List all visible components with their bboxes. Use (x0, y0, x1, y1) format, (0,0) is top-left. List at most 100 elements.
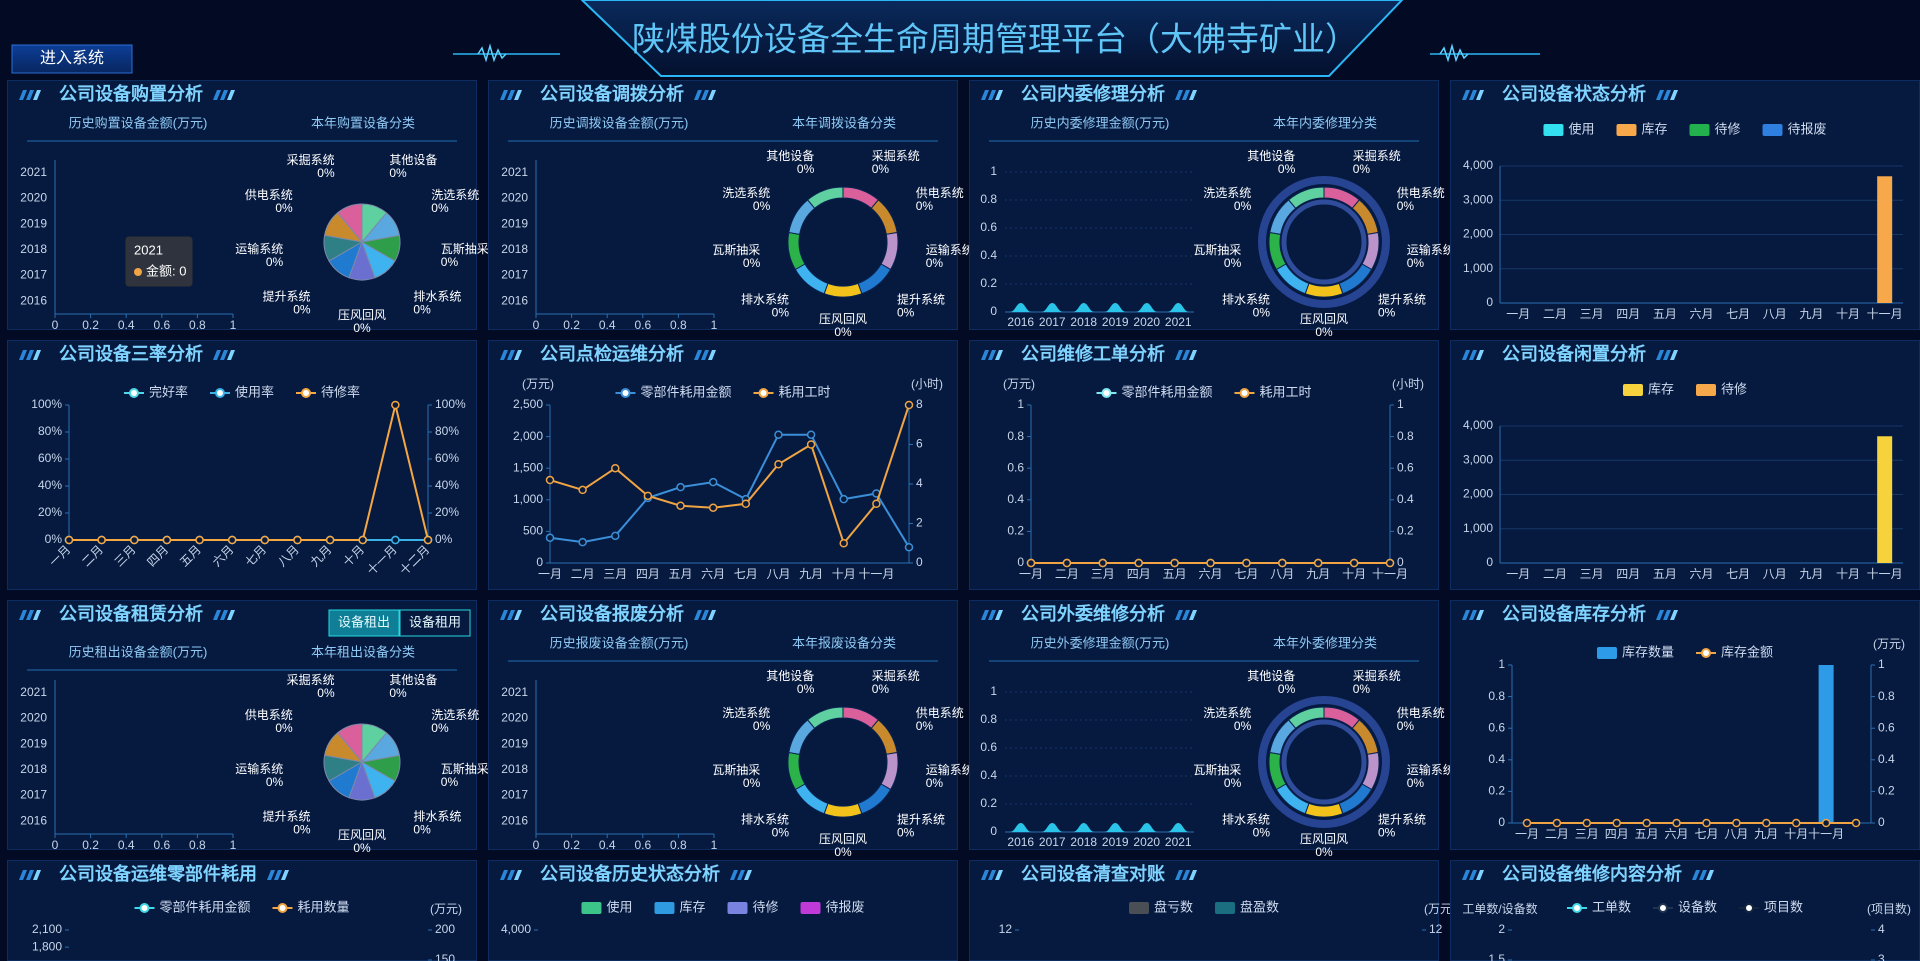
tab[interactable] (328, 609, 400, 637)
tab-label[interactable]: 设备租用 (409, 614, 461, 629)
point (1702, 818, 1711, 828)
y-tick-label: 2021 (20, 685, 47, 699)
y-tick-label: 1,500 (513, 460, 543, 474)
wave (1009, 823, 1032, 832)
page-title: 陕煤股份设备全生命周期管理平台（大佛寺矿业） (632, 21, 1358, 58)
x-tick-label: 十一月 (1372, 567, 1408, 581)
legend-label: 项目数 (1764, 899, 1803, 914)
x-tick-label: 2020 (1133, 315, 1160, 329)
title-deco (33, 610, 41, 620)
legend: 盘亏数 盘盈数 (1128, 899, 1279, 914)
slice-value: 0% (275, 201, 293, 215)
slice (806, 186, 844, 209)
x-tick-label: 四月 (1605, 827, 1629, 841)
slice-value: 0% (772, 306, 790, 320)
point (611, 463, 620, 473)
slice-label: 供电系统 (245, 708, 293, 722)
slice-label: 提升系统 (897, 812, 945, 827)
legend-label: 工单数 (1592, 899, 1631, 914)
title-deco (995, 350, 1003, 360)
slice-value: 0% (1378, 306, 1396, 320)
slice-label: 其他设备 (389, 153, 437, 167)
y2-tick-label: 4 (1878, 922, 1885, 936)
legend-label: 耗用工时 (1260, 384, 1312, 399)
title-deco (1469, 610, 1477, 620)
slice-label: 提升系统 (263, 288, 311, 303)
x-tick-label: 八月 (1763, 567, 1787, 581)
slice-value: 0% (389, 166, 407, 180)
slice-label: 供电系统 (1397, 706, 1445, 720)
tab-label[interactable]: 设备租出 (338, 614, 390, 629)
y-tick-label: 0.6 (1007, 460, 1024, 474)
legend-label: 使用 (1568, 121, 1594, 136)
y-tick-label: 1,000 (1463, 261, 1493, 275)
legend: 工单数 设备数 项目数 (1566, 899, 1803, 914)
x-tick-label: 四月 (1616, 567, 1640, 581)
title-deco (1469, 90, 1477, 100)
y-unit: (万元) (522, 377, 554, 391)
panel-title: 公司设备租赁分析 (59, 603, 203, 624)
point (1098, 558, 1108, 568)
panel-title: 公司设备状态分析 (1502, 83, 1646, 104)
y-tick-label: 0.8 (980, 712, 997, 726)
legend-label: 库存 (679, 899, 705, 914)
panel-bg (488, 860, 958, 961)
title-deco (1706, 870, 1714, 880)
slice-value: 0% (797, 682, 815, 696)
tab[interactable] (399, 609, 471, 637)
title-deco (213, 610, 221, 620)
slice-value: 0% (293, 822, 311, 836)
enter-button-label[interactable]: 进入系统 (40, 49, 104, 67)
x-tick-label: 2019 (1102, 315, 1129, 329)
title-deco (220, 350, 228, 360)
y2-tick-label: 0.4 (1397, 492, 1414, 506)
point (130, 535, 139, 545)
x-tick-label: 0.2 (563, 318, 580, 332)
legend-label: 零部件耗用金额 (1121, 384, 1212, 399)
point (162, 535, 172, 545)
title-deco (507, 90, 515, 100)
x-tick-label: 一月 (1019, 567, 1043, 581)
x-tick-label: 一月 (1506, 307, 1530, 321)
slice-value: 0% (834, 325, 852, 339)
x-tick-label: 2021 (1165, 315, 1192, 329)
slice-value: 0% (743, 256, 761, 270)
legend-icon (277, 903, 288, 913)
point (1522, 818, 1532, 828)
slice-label: 压风回风 (1300, 312, 1348, 326)
y-tick-label: 1 (990, 684, 997, 698)
x-tick-label: 0.6 (153, 318, 170, 332)
panel-bg (969, 860, 1439, 961)
legend-label: 库存金额 (1721, 644, 1773, 659)
y2-tick-label: 0.2 (1878, 784, 1895, 798)
slice-label: 其他设备 (1247, 669, 1295, 683)
y2-tick-label: 0.2 (1397, 524, 1414, 538)
y2-unit: (小时) (911, 377, 943, 391)
y-tick-label: 2020 (501, 711, 528, 725)
subtitle: 历史购置设备金额(万元) (69, 115, 208, 130)
slice-value: 0% (916, 719, 934, 733)
slice-value: 0% (1278, 682, 1296, 696)
slice-value: 0% (266, 775, 284, 789)
x-tick-label: 2016 (1007, 835, 1034, 849)
slice-label: 洗选系统 (1203, 706, 1251, 720)
slice-value: 0% (897, 826, 915, 840)
tooltip (125, 236, 193, 287)
legend-icon (1571, 903, 1582, 913)
x-tick-label: 十月 (832, 567, 856, 581)
point (1791, 818, 1801, 828)
y-tick-label: 0 (1498, 815, 1505, 829)
point (741, 499, 751, 508)
slice-value: 0% (389, 686, 407, 700)
x-tick-label: 十一月 (858, 567, 894, 581)
enter-button[interactable] (11, 44, 133, 74)
title-deco (274, 870, 282, 880)
wave (1041, 303, 1064, 312)
legend-icon (654, 902, 675, 914)
legend-icon (800, 902, 821, 914)
title-deco (981, 610, 989, 620)
point (1385, 558, 1395, 568)
point (904, 542, 914, 552)
